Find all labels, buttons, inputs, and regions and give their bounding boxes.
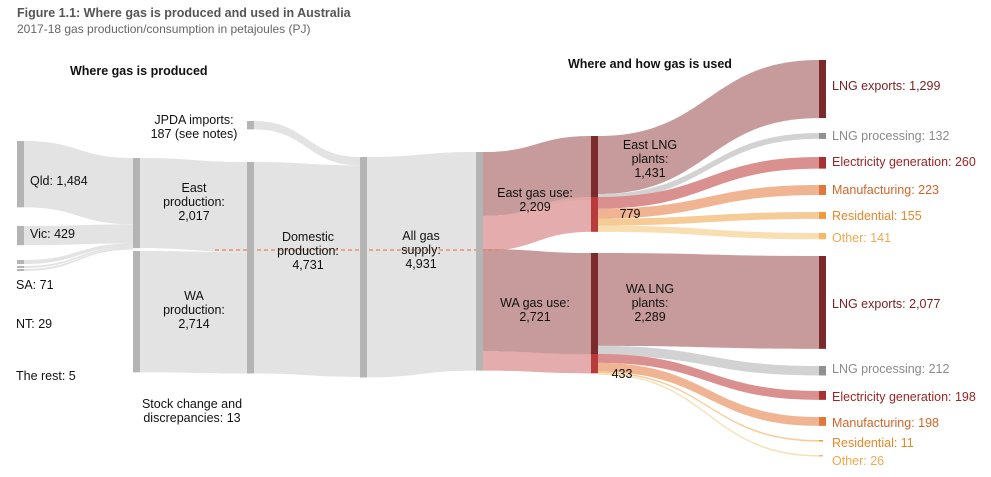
flow-all-to-east_use	[367, 152, 476, 256]
flow-wa_dom-to-w_manu	[598, 362, 819, 426]
flow-east_use-to-east_dom	[483, 197, 591, 251]
node-e_res	[819, 212, 826, 219]
figure-title: Figure 1.1: Where gas is produced and us…	[17, 6, 351, 20]
label-e_manu: Manufacturing: 223	[832, 183, 939, 197]
node-east_use	[476, 152, 483, 251]
flow-east_prod-to-domestic	[140, 158, 247, 253]
node-east_prod	[133, 158, 140, 249]
label-wa_use: WA gas use: 2,721	[500, 296, 570, 324]
flow-east_lng-to-e_lng_exp	[598, 60, 819, 195]
label-stock: Stock change and discrepancies: 13	[142, 397, 242, 425]
flow-wa_dom-to-w_elec	[598, 354, 819, 400]
label-e_elec: Electricity generation: 260	[832, 155, 976, 169]
heading-where-used: Where and how gas is used	[568, 57, 732, 71]
label-e_lng_proc: LNG processing: 132	[832, 129, 949, 143]
flow-sa-to-east_prod	[24, 243, 133, 264]
label-east_use: East gas use: 2,209	[497, 186, 573, 214]
node-e_lng_exp	[819, 60, 826, 119]
node-domestic	[247, 162, 254, 374]
flow-domestic-to-all	[254, 162, 360, 377]
flow-wa_prod-to-domestic	[140, 251, 247, 374]
label-w_res: Residential: 11	[832, 436, 914, 450]
label-qld: Qld: 1,484	[30, 174, 88, 188]
flow-all-to-wa_use	[367, 249, 476, 378]
node-e_other	[819, 233, 826, 240]
label-wa_prod: WA production: 2,714	[163, 289, 225, 331]
label-w_other: Other: 26	[832, 454, 884, 468]
label-e_other: Other: 141	[832, 231, 891, 245]
node-sa	[17, 260, 24, 264]
label-e_lng_exp: LNG exports: 1,299	[832, 79, 940, 93]
flow-wa_dom-to-w_other	[598, 373, 819, 457]
flow-east_lng-to-e_lng_proc	[598, 133, 819, 200]
node-nt	[17, 266, 24, 268]
label-w_lng_proc: LNG processing: 212	[832, 362, 949, 376]
node-wa_lng	[591, 253, 598, 356]
label-domestic: Domestic production: 4,731	[277, 230, 339, 272]
flow-east_dom-to-e_other	[598, 225, 819, 240]
label-w_elec: Electricity generation: 198	[832, 390, 976, 404]
label-east_lng: East LNG plants: 1,431	[623, 138, 677, 180]
node-e_manu	[819, 185, 826, 195]
label-rest: The rest: 5	[16, 369, 76, 383]
label-jpda: JPDA imports: 187 (see notes)	[151, 113, 238, 141]
node-east_lng	[591, 136, 598, 200]
node-vic	[17, 226, 24, 246]
node-w_other	[819, 455, 823, 457]
node-w_elec	[819, 391, 826, 400]
heading-where-produced: Where gas is produced	[70, 64, 208, 78]
sankey-links	[24, 60, 819, 457]
flow-wa_dom-to-w_res	[598, 371, 819, 442]
sankey-nodes	[17, 60, 826, 457]
flow-wa_lng-to-w_lng_exp	[598, 253, 819, 349]
label-w_lng_exp: LNG exports: 2,077	[832, 297, 940, 311]
node-wa_prod	[133, 251, 140, 373]
flow-east_dom-to-e_elec	[598, 157, 819, 209]
flow-east_dom-to-e_manu	[598, 185, 819, 219]
node-wa_dom	[591, 354, 598, 374]
label-nt: NT: 29	[16, 317, 52, 331]
label-w_manu: Manufacturing: 198	[832, 416, 939, 430]
node-wa_use	[476, 249, 483, 371]
node-w_lng_proc	[819, 366, 826, 376]
node-rest	[17, 269, 24, 271]
flow-nt-to-east_prod	[24, 246, 133, 268]
node-w_lng_exp	[819, 256, 826, 349]
node-qld	[17, 141, 24, 208]
node-w_res	[819, 440, 823, 442]
flow-wa_lng-to-w_lng_proc	[598, 345, 819, 376]
label-e_res: Residential: 155	[832, 209, 922, 223]
label-east_prod: East production: 2,017	[163, 181, 225, 223]
flow-east_use-to-east_lng	[483, 136, 591, 216]
sankey-labels: Qld: 1,484 Vic: 429 SA: 71 NT: 29 The rest: …	[16, 79, 976, 468]
flow-east_dom-to-e_res	[598, 212, 819, 226]
flow-wa_use-to-wa_dom	[483, 351, 591, 374]
flow-qld-to-east_prod	[24, 141, 133, 225]
flow-wa_use-to-wa_lng	[483, 249, 591, 356]
label-wa_dom: 433	[612, 367, 633, 381]
label-east_dom: 779	[620, 207, 641, 221]
node-all	[360, 157, 367, 378]
node-east_dom	[591, 197, 598, 232]
flow-rest-to-east_prod	[24, 248, 133, 271]
flow-vic-to-east_prod	[24, 224, 133, 246]
flow-jpda-to-all	[254, 121, 360, 166]
node-w_manu	[819, 417, 826, 426]
node-e_lng_proc	[819, 133, 826, 139]
label-vic: Vic: 429	[30, 227, 75, 241]
label-sa: SA: 71	[16, 278, 54, 292]
label-wa_lng: WA LNG plants: 2,289	[626, 282, 674, 324]
node-e_elec	[819, 157, 826, 169]
node-jpda	[247, 121, 254, 130]
figure-subtitle: 2017-18 gas production/consumption in pe…	[17, 22, 311, 36]
label-all: All gas supply: 4,931	[401, 229, 441, 271]
